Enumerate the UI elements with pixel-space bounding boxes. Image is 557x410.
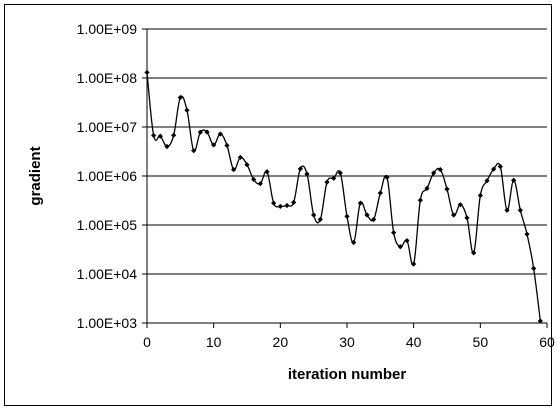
data-point — [511, 177, 517, 183]
data-point — [204, 129, 210, 135]
data-markers — [144, 69, 543, 324]
data-point — [491, 166, 497, 172]
data-point — [264, 169, 270, 175]
data-point — [237, 154, 243, 160]
data-point — [477, 192, 483, 199]
data-point — [171, 132, 177, 138]
data-point — [184, 107, 190, 113]
x-tick-label: 60 — [539, 334, 555, 350]
data-point — [284, 202, 290, 209]
data-point — [357, 200, 363, 206]
data-point — [224, 142, 230, 149]
data-point — [437, 167, 443, 173]
data-point — [297, 166, 303, 172]
data-point — [331, 175, 337, 181]
data-point — [271, 200, 277, 206]
data-point — [464, 215, 470, 221]
data-point — [377, 190, 383, 196]
data-point — [164, 143, 170, 150]
data-point — [244, 162, 250, 168]
data-point — [157, 133, 163, 139]
data-point — [151, 132, 157, 139]
data-point — [177, 94, 183, 101]
y-axis-title: gradient — [27, 146, 44, 205]
data-point — [197, 129, 203, 135]
data-point — [384, 174, 390, 180]
data-point — [444, 186, 450, 192]
data-point — [497, 163, 503, 170]
data-point — [471, 250, 477, 256]
x-tick-label: 30 — [339, 334, 355, 350]
data-point — [417, 197, 423, 203]
data-point — [277, 203, 283, 209]
data-point — [217, 131, 223, 137]
data-point — [337, 170, 343, 176]
data-point — [504, 207, 510, 213]
data-point — [391, 229, 397, 236]
x-tick-label: 20 — [273, 334, 289, 350]
data-point — [344, 213, 350, 219]
data-point — [457, 202, 463, 208]
data-point — [144, 69, 150, 76]
data-point — [311, 212, 317, 218]
y-tick-label: 1.00E+03 — [77, 315, 138, 331]
data-point — [451, 212, 457, 218]
data-point — [291, 199, 297, 205]
data-point — [211, 142, 217, 148]
data-point — [304, 171, 310, 177]
data-point — [251, 176, 257, 183]
data-point — [257, 180, 263, 187]
x-tick-labels: 0 10 20 30 40 50 60 — [143, 334, 555, 350]
data-point — [317, 216, 323, 223]
data-point — [364, 212, 370, 218]
data-point — [424, 185, 430, 191]
data-point — [524, 231, 530, 237]
y-tick-label: 1.00E+05 — [77, 217, 138, 233]
x-tick-label: 10 — [206, 334, 222, 350]
data-point — [191, 147, 197, 154]
data-point — [517, 207, 523, 213]
x-tick-label: 40 — [406, 334, 422, 350]
data-point — [537, 318, 543, 324]
data-point — [231, 167, 237, 173]
data-point — [484, 178, 490, 184]
data-point — [397, 244, 403, 250]
y-tick-label: 1.00E+07 — [77, 119, 138, 135]
data-point — [371, 216, 377, 223]
data-point — [404, 238, 410, 244]
data-point — [411, 261, 417, 267]
y-tick-label: 1.00E+06 — [77, 168, 138, 184]
data-point — [324, 179, 330, 185]
y-tick-label: 1.00E+08 — [77, 70, 138, 86]
y-tick-label: 1.00E+04 — [77, 266, 138, 282]
x-axis-title: iteration number — [288, 366, 407, 383]
x-tick-label: 50 — [473, 334, 489, 350]
y-tick-labels: 1.00E+03 1.00E+04 1.00E+05 1.00E+06 1.00E+07… — [77, 21, 138, 331]
data-point — [351, 239, 357, 246]
gridlines — [147, 28, 547, 275]
data-point — [431, 170, 437, 176]
x-tick-label: 0 — [143, 334, 151, 350]
axes — [142, 28, 548, 328]
data-point — [531, 265, 537, 272]
y-tick-label: 1.00E+09 — [77, 21, 138, 37]
